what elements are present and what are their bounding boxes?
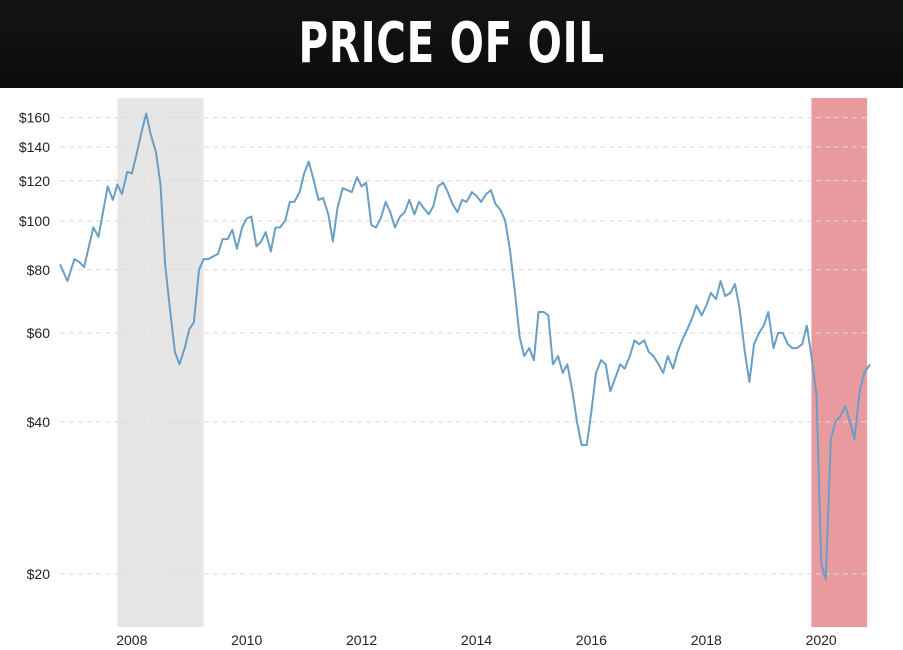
- y-tick-label: $60: [27, 325, 51, 341]
- y-tick-label: $140: [19, 139, 50, 155]
- y-axis-tick-labels: $20 $40 $60 $80 $100 $120 $140 $160: [19, 110, 50, 582]
- x-axis-tick-labels: 2008 2010 2012 2014 2016 2018 2020: [116, 632, 837, 648]
- chart-title: PRICE OF OIL: [298, 11, 605, 76]
- shaded-period-1: [811, 98, 868, 627]
- gridlines: [60, 117, 870, 575]
- y-tick-label: $120: [19, 173, 50, 189]
- shaded-periods: [117, 98, 868, 627]
- oil-price-line: [59, 112, 871, 581]
- x-tick-label: 2014: [461, 632, 492, 648]
- x-tick-label: 2008: [116, 632, 147, 648]
- x-tick-label: 2016: [576, 632, 607, 648]
- x-tick-label: 2010: [231, 632, 262, 648]
- x-tick-label: 2020: [806, 632, 837, 648]
- y-tick-label: $100: [19, 213, 50, 229]
- x-tick-label: 2018: [691, 632, 722, 648]
- y-tick-label: $20: [27, 566, 51, 582]
- title-banner: PRICE OF OIL: [0, 0, 903, 88]
- y-tick-label: $160: [19, 110, 50, 126]
- x-tick-label: 2012: [346, 632, 377, 648]
- shaded-period-0: [117, 98, 204, 627]
- y-tick-label: $40: [27, 414, 51, 430]
- oil-price-chart: $20 $40 $60 $80 $100 $120 $140 $160 2008 2010 201…: [19, 98, 871, 648]
- y-tick-label: $80: [27, 262, 51, 278]
